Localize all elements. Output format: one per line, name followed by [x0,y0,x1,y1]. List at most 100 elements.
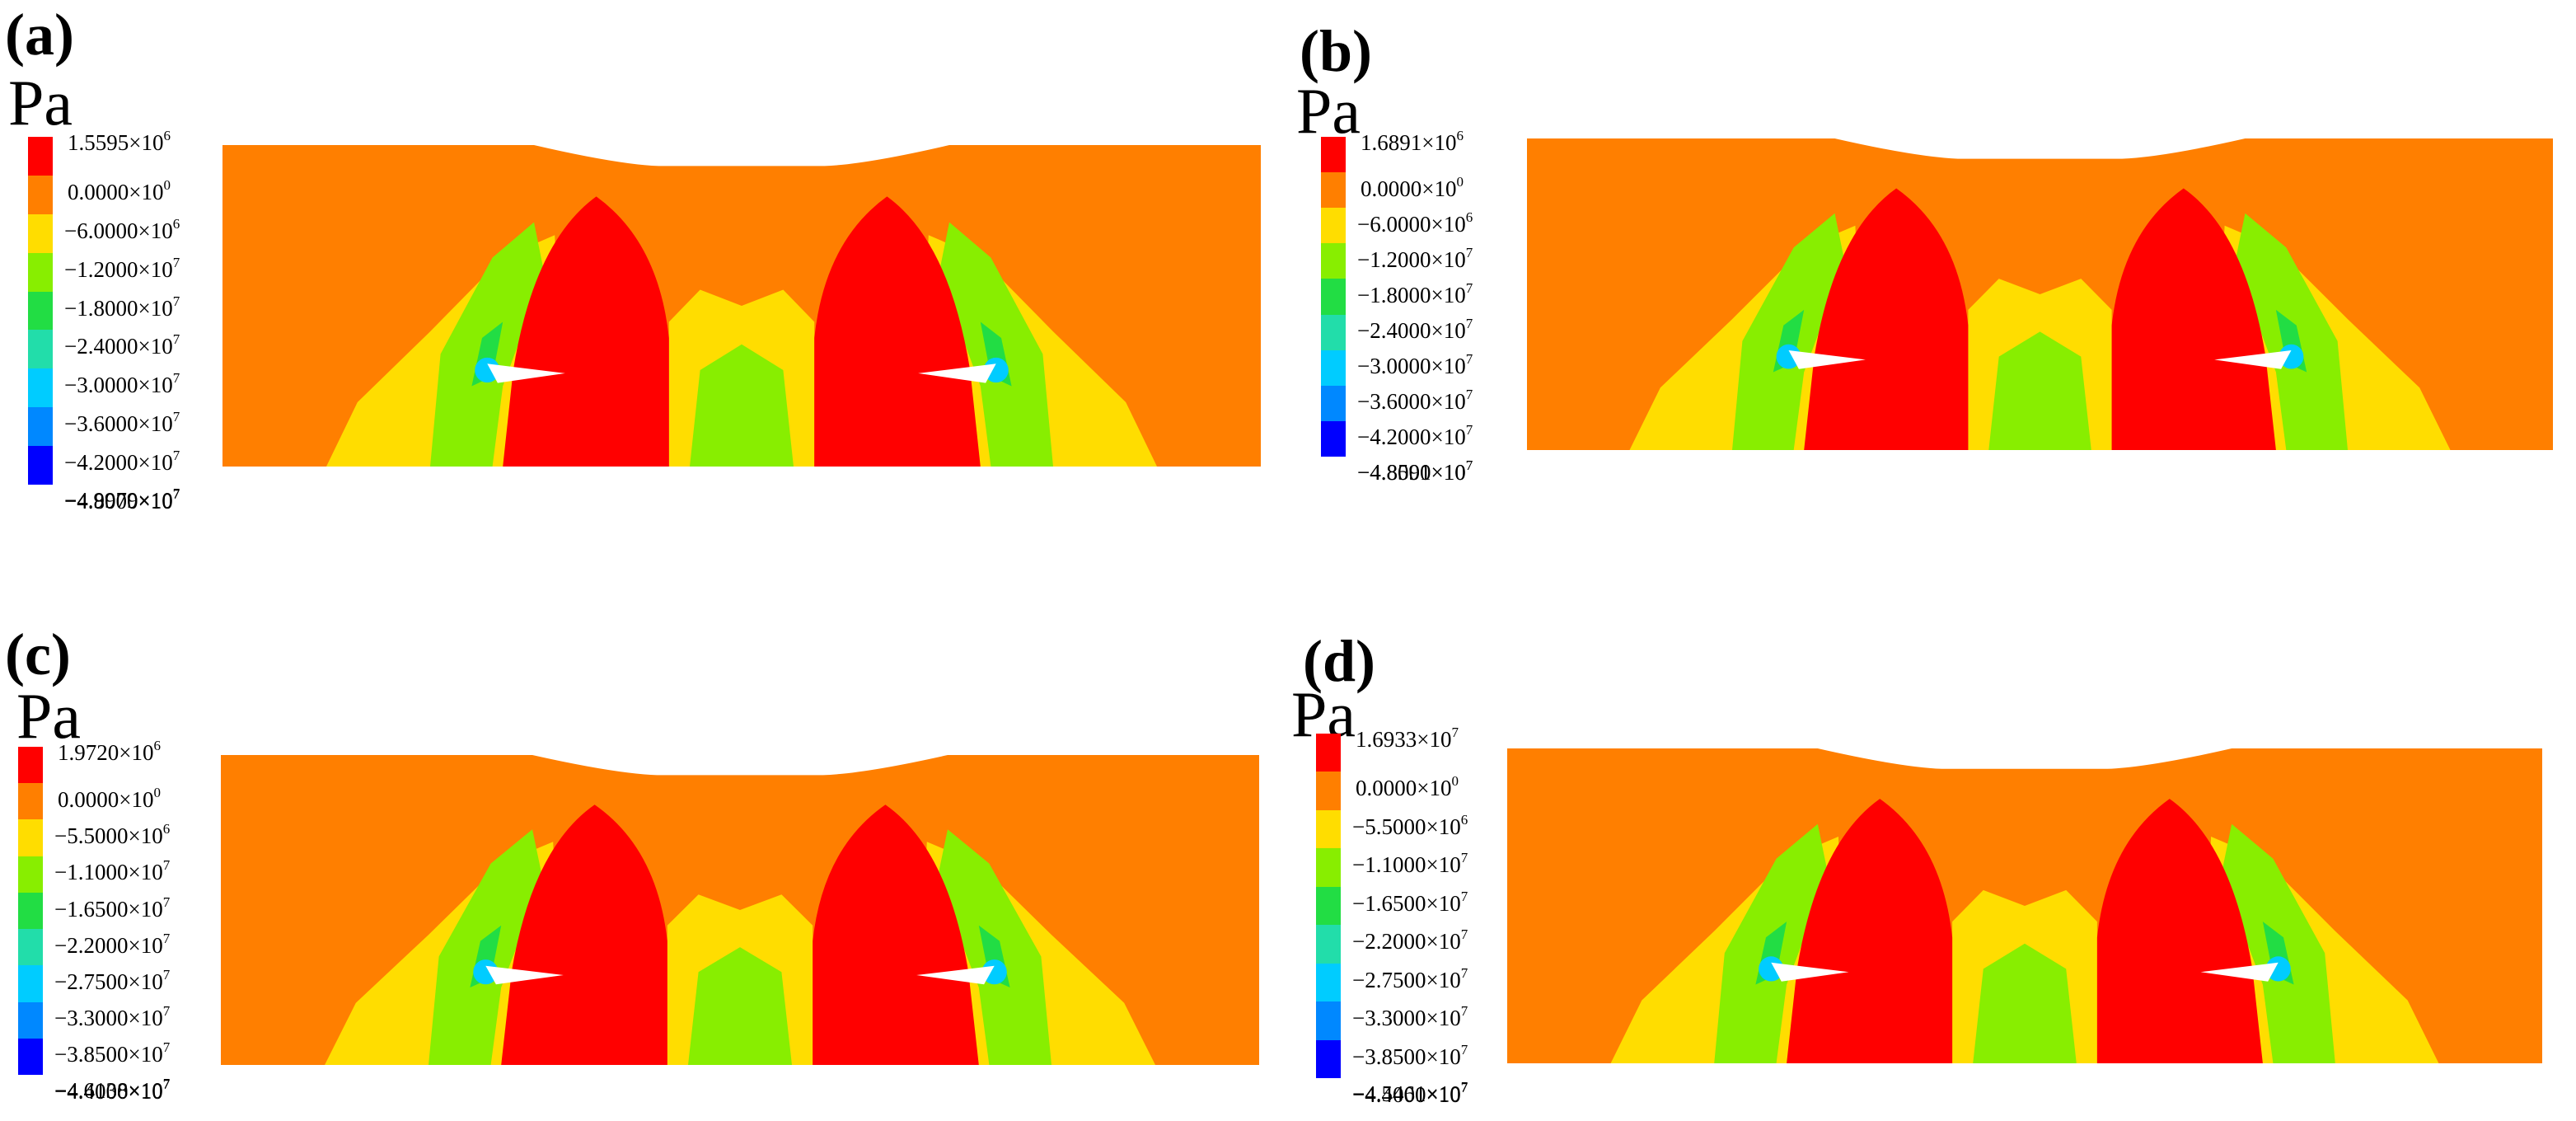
colorbar-band [1316,809,1341,849]
colorbar-tick-label: 1.5595×106 [68,128,171,155]
panel-label: (a) [5,2,74,68]
colorbar-band [1321,172,1346,209]
colorbar-tick-label: −6.0000×106 [64,215,180,243]
colorbar-tick-label: −4.9979×107 [64,485,180,513]
panel-label: (c) [5,621,71,687]
cyan-spot-right [2265,956,2291,982]
colorbar-band [18,819,43,857]
colorbar-tick-label: −2.2000×107 [54,930,171,958]
colorbar-tick-label: −3.0000×107 [1357,351,1473,379]
colorbar-band [1321,349,1346,387]
green-zone-center [688,947,792,1065]
colorbar-band [1316,963,1341,1002]
red-pillar-right [2111,188,2276,450]
colorbar-tick-label: −2.2000×107 [1352,926,1468,954]
panel-d: (d) Pa 1.6933×107 0.0000×100 −5.5000×106 −1… [1288,560,2576,1121]
colorbar [18,747,43,1076]
colorbar-tick-label: −1.2000×107 [1357,244,1473,272]
green-zone-center [1973,943,2077,1063]
colorbar-tick-label: −4.2000×107 [64,448,180,476]
colorbar-tick-label: −1.8000×107 [64,293,180,321]
colorbar-tick-label: −4.4000×107 [54,1076,171,1104]
colorbar-tick-label: −1.1000×107 [1352,850,1468,878]
colorbar-tick-label: −3.8500×107 [54,1039,171,1067]
panel-label: (d) [1303,628,1375,694]
colorbar-tick-label: −2.7500×107 [54,966,171,994]
colorbar-band [1321,385,1346,422]
colorbar-band [1321,137,1346,173]
unit-label: Pa [16,680,81,752]
colorbar-band [1316,848,1341,888]
colorbar-band [1316,1001,1341,1041]
colorbar-tick-label: −1.2000×107 [64,254,180,282]
stress-contour-plot [221,755,1259,1065]
colorbar-band [1321,208,1346,244]
unit-label: Pa [8,67,73,138]
cyan-spot-left [475,357,500,383]
cyan-spot-left [1759,956,1784,982]
colorbar-band [28,368,53,408]
colorbar [1316,734,1341,1079]
colorbar-tick-label: −2.7500×107 [1352,964,1468,992]
colorbar-tick-label: −1.1000×107 [54,857,171,885]
colorbar-band [1316,886,1341,926]
colorbar-tick-label: −4.4000×107 [1352,1079,1468,1107]
colorbar-tick-label: −3.3000×107 [54,1003,171,1031]
colorbar-band [28,330,53,369]
colorbar-tick-label: −1.8000×107 [1357,279,1473,307]
cyan-spot-right [2279,344,2304,369]
colorbar-band [28,291,53,331]
goaf-wedge-right [2200,962,2279,982]
cyan-spot-left [473,959,499,985]
colorbar-tick-label: −4.8000×107 [1357,457,1473,485]
stress-contour-plot [1507,748,2542,1063]
colorbar-tick-label: −3.8500×107 [1352,1041,1468,1069]
colorbar-tick-label: −4.5461×107 [1352,1079,1468,1106]
goaf-wedge-left [485,965,564,985]
colorbar-tick-label: −4.8000×107 [64,486,180,514]
stress-contour-plot [222,145,1261,467]
cyan-spot-right [983,357,1009,383]
colorbar-band [28,252,53,293]
colorbar-tick-label: −5.5000×106 [1352,811,1468,839]
colorbar-band [28,175,53,215]
panel-c: (c) Pa 1.9720×106 0.0000×100 −5.5000×106 −1… [0,560,1288,1121]
colorbar-tick-label: −3.6000×107 [1357,387,1473,415]
colorbar [1321,137,1346,457]
colorbar-tick-label: 0.0000×100 [1356,773,1459,801]
goaf-wedge-right [916,965,995,985]
panel-a: (a) Pa 1.5595×106 0.0000×100 −6.0000×106 −1… [0,0,1288,560]
colorbar-tick-label: 0.0000×100 [58,784,161,812]
colorbar-tick-label: −2.4000×107 [64,331,180,359]
goaf-wedge-left [1771,962,1849,982]
colorbar-band [28,137,53,176]
cyan-spot-left [1776,344,1801,369]
green-zone-center [1988,331,2091,450]
stress-contour-plot [1527,138,2553,450]
red-pillar-right [814,196,981,467]
red-pillar-left [1804,188,1969,450]
goaf-wedge-left [1788,350,1866,369]
colorbar-band [28,213,53,254]
colorbar-tick-label: −2.4000×107 [1357,316,1473,344]
colorbar [28,137,53,485]
panel-b: (b) Pa 1.6891×106 0.0000×100 −6.0000×106 −1… [1288,0,2576,560]
colorbar-band [1316,925,1341,964]
colorbar-band [18,1001,43,1039]
colorbar-band [18,856,43,894]
colorbar-band [1316,772,1341,811]
red-pillar-right [813,804,979,1065]
colorbar-tick-label: −6.0000×106 [1357,209,1473,237]
colorbar-band [28,446,53,485]
colorbar-band [1321,314,1346,351]
colorbar-band [18,929,43,966]
colorbar-tick-label: −4.2000×107 [1357,422,1473,450]
colorbar-tick-label: −4.6138×107 [54,1076,171,1103]
colorbar-tick-label: −3.3000×107 [1352,1003,1468,1031]
colorbar-tick-label: −4.8591×107 [1357,457,1473,485]
colorbar-tick-label: −5.5000×106 [54,821,171,849]
green-zone-center [690,344,794,467]
colorbar-band [1321,243,1346,279]
colorbar-band [1316,1039,1341,1079]
colorbar-tick-label: 1.6891×106 [1361,128,1464,155]
